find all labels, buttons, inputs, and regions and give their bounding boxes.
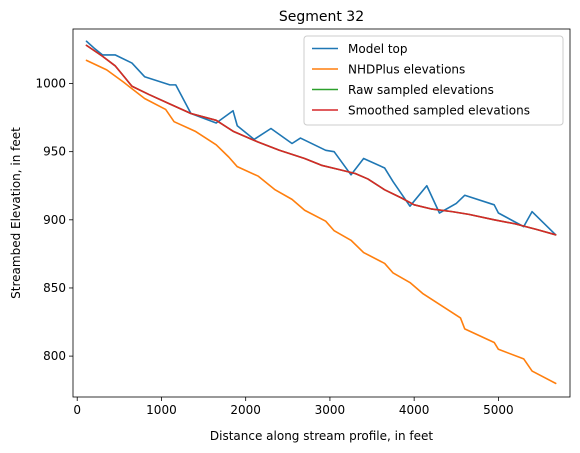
legend-label: Raw sampled elevations: [348, 83, 494, 97]
series-layer: [85, 40, 557, 385]
y-axis-title: Streambed Elevation, in feet: [9, 127, 23, 299]
y-tick-label: 900: [43, 213, 66, 227]
x-tick-label: 5000: [483, 403, 514, 417]
x-tick-label: 2000: [230, 403, 261, 417]
legend-label: NHDPlus elevations: [348, 63, 465, 77]
series-line-model-top: [85, 40, 557, 236]
x-tick-label: 1000: [146, 403, 177, 417]
y-tick-label: 950: [43, 145, 66, 159]
legend-box: [303, 35, 564, 126]
y-tick-label: 1000: [35, 77, 66, 91]
series-line-nhdplus-elevations: [85, 59, 557, 385]
legend-label: Smoothed sampled elevations: [348, 104, 530, 118]
axes-layer: [72, 28, 571, 398]
y-tick-label: 800: [43, 349, 66, 363]
x-tick-label: 0: [73, 403, 81, 417]
legend-label: Model top: [348, 42, 408, 56]
axes-frame: [72, 28, 571, 398]
x-axis-ticks: 0 1000 2000 3000 4000 5000: [73, 397, 514, 417]
chart-title: Segment 32: [279, 9, 364, 25]
legend: Model top NHDPlus elevations Raw sampled e…: [303, 35, 564, 126]
y-axis-ticks: 800 850 900 950 1000: [35, 77, 73, 363]
x-tick-label: 3000: [315, 403, 346, 417]
x-axis-title: Distance along stream profile, in feet: [210, 429, 433, 443]
series-line-smoothed-sampled-elevations: [85, 44, 557, 236]
y-tick-label: 850: [43, 281, 66, 295]
x-tick-label: 4000: [399, 403, 430, 417]
